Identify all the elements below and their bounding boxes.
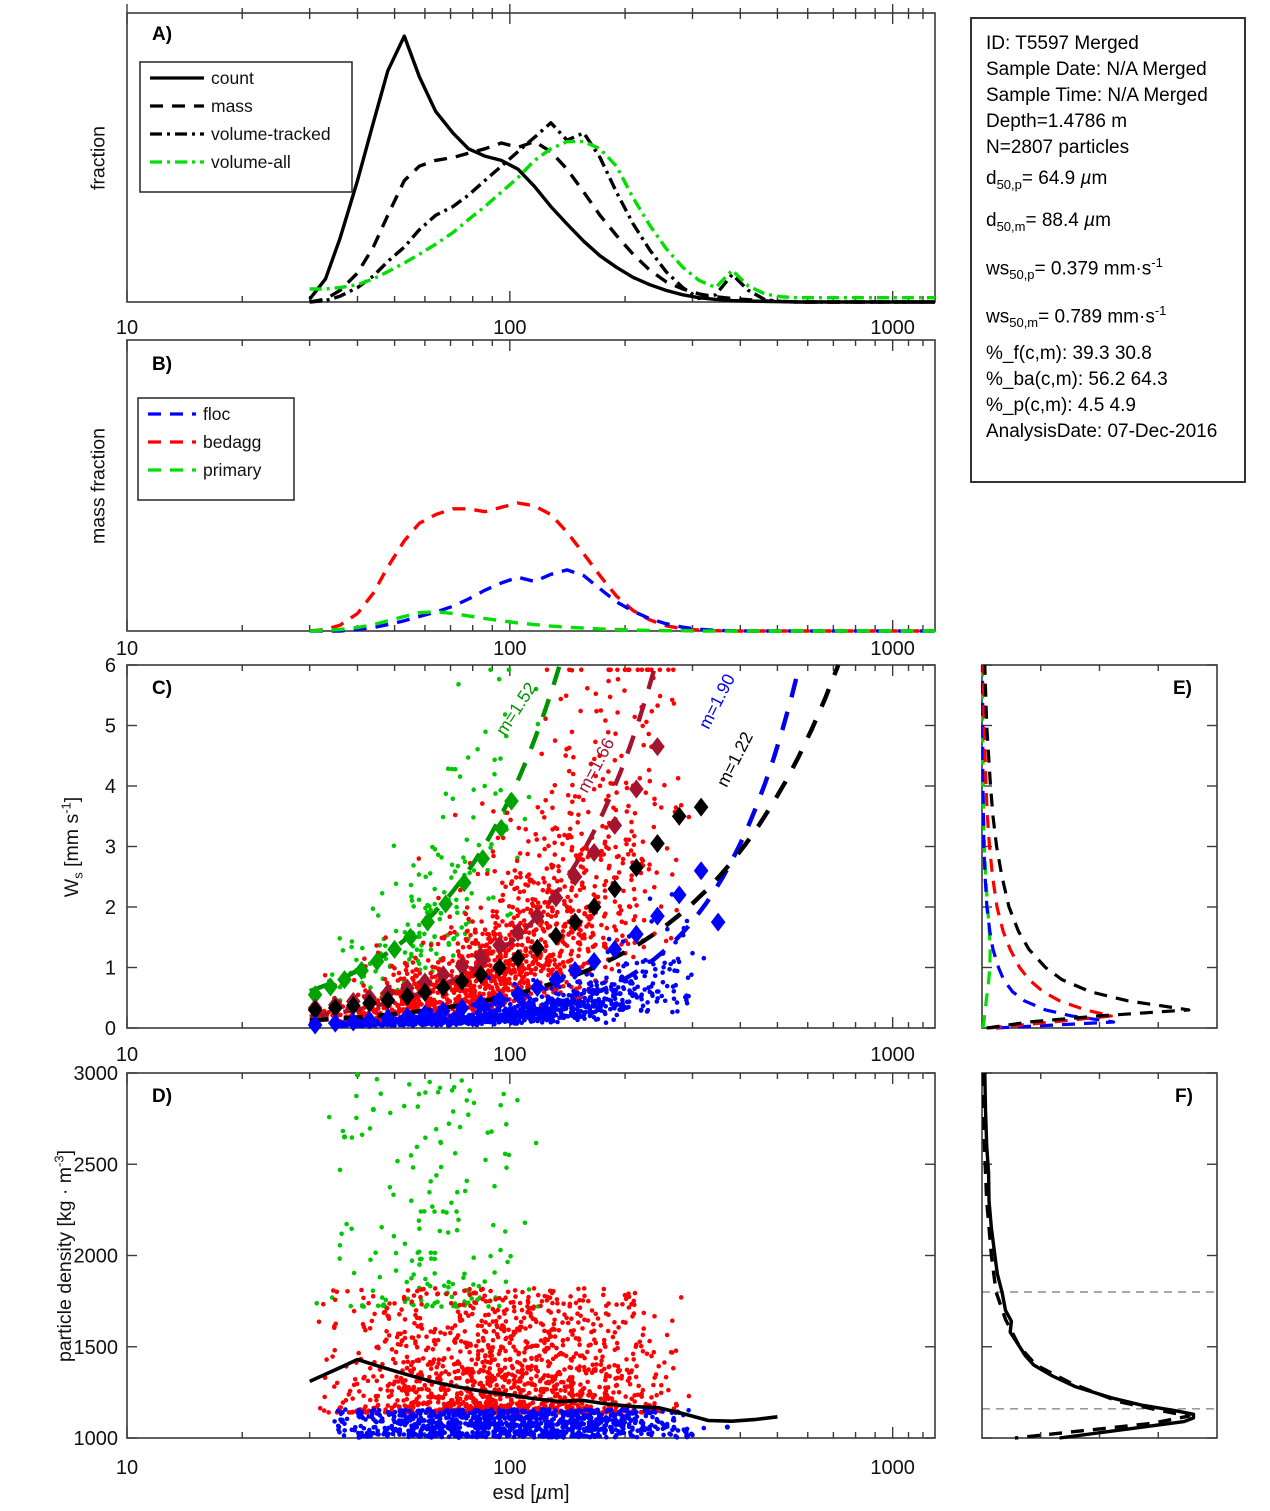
svg-text:1500: 1500 [74,1337,119,1359]
fit-line-m190 [457,664,802,1023]
fit-line-m152 [308,664,562,994]
axes-box [126,339,936,632]
svg-text:1000: 1000 [870,1044,915,1066]
diamonds-all-medians [307,797,709,1020]
svg-text:5: 5 [105,716,116,738]
svg-text:3000: 3000 [74,1063,119,1085]
series-bedagg-line [309,501,935,633]
svg-text:m=1.90: m=1.90 [694,670,739,732]
dist-floc-line [980,664,1116,1030]
svg-text:m=1.52: m=1.52 [492,679,541,739]
svg-text:2500: 2500 [74,1154,119,1176]
svg-text:1000: 1000 [74,1428,119,1450]
top-cropped-axis [126,4,924,13]
svg-text:1000: 1000 [870,1457,915,1479]
svg-text:100: 100 [493,638,526,660]
panel-f [981,1072,1218,1440]
svg-text:1000: 1000 [870,317,915,339]
svg-text:m=1.66: m=1.66 [573,735,618,796]
panel-b [126,339,936,633]
dist-bedagg-line [981,664,1113,1030]
outlier-point [341,1134,348,1140]
svg-text:100: 100 [493,1457,526,1479]
svg-text:10: 10 [116,317,138,339]
outlier-point [370,1106,376,1113]
outlier-point [354,1072,361,1078]
svg-text:2: 2 [105,897,116,919]
scatter-primary [314,667,541,1003]
dist-all-line [983,664,1191,1030]
dist-primary-line [980,664,992,1029]
density-dist-all-line [981,1072,1191,1440]
diamonds-primary-medians [307,791,519,1005]
median-density-line [308,1357,778,1423]
svg-text:4: 4 [105,776,116,798]
axes-box [126,12,936,303]
series-floc-line [309,568,935,633]
svg-text:10: 10 [116,638,138,660]
panel-c: 0 1 2 3 4 5 6 m=1.52 m=1.66 m=1.90m=1.22 [105,655,936,1040]
axes-box [981,664,1218,1029]
panel-a [126,12,936,304]
series-count-line [308,34,935,304]
series-volume-tracked-line [309,121,935,304]
scatter-primary [314,1076,541,1309]
series-volume-all-line [309,139,935,300]
x-tick-labels: 10 100 1000 10 100 1000 10 100 1000 10 100 1000 [116,317,915,1479]
scatter-floc [332,1407,707,1440]
series-mass-line [309,139,935,304]
panel-e [980,664,1218,1030]
svg-text:10: 10 [116,1457,138,1479]
outlier-point [724,1424,730,1430]
axes-box [981,1072,1218,1439]
svg-text:100: 100 [493,317,526,339]
svg-text:m=1.22: m=1.22 [712,729,757,791]
density-dist-tracked-line [983,1072,1196,1440]
svg-text:1: 1 [105,958,116,980]
svg-text:10: 10 [116,1044,138,1066]
svg-text:6: 6 [105,655,116,677]
svg-text:0: 0 [105,1018,116,1040]
svg-text:1000: 1000 [870,638,915,660]
panel-d: 1000 1500 2000 2500 3000 [74,1063,936,1450]
svg-text:100: 100 [493,1044,526,1066]
svg-text:3: 3 [105,837,116,859]
diamonds-floc-medians [307,861,726,1035]
svg-text:2000: 2000 [74,1246,119,1268]
